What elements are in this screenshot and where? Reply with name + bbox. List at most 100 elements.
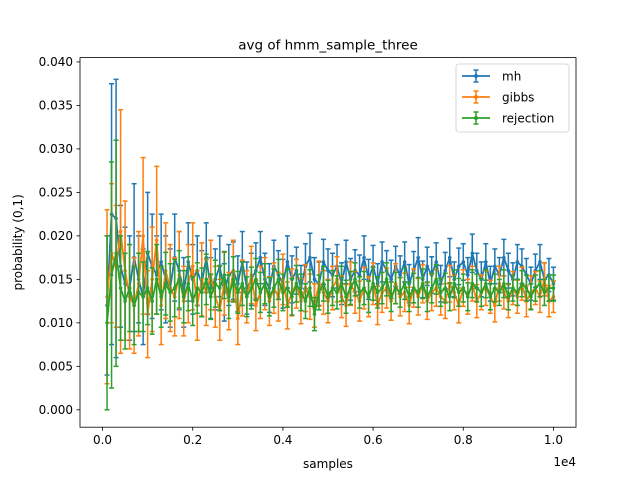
- data-point: [141, 294, 145, 299]
- data-point: [393, 286, 398, 290]
- data-point: [429, 286, 434, 290]
- data-point: [312, 277, 317, 282]
- data-point: [515, 260, 520, 264]
- series-rejection: [104, 139, 556, 411]
- data-point: [127, 286, 132, 290]
- data-point: [308, 255, 312, 260]
- x-tick-label: 0.0: [93, 433, 112, 447]
- data-point: [398, 273, 402, 277]
- data-point: [276, 277, 281, 282]
- data-point: [330, 286, 335, 290]
- y-tick-label: 0.010: [39, 316, 73, 330]
- data-point: [389, 294, 393, 299]
- x-axis: 0.0 0.2 0.4 0.6 0.8 1.0: [93, 427, 563, 447]
- data-point: [240, 281, 245, 286]
- data-point: [150, 299, 154, 303]
- x-tick-label: 0.4: [273, 433, 292, 447]
- data-point: [484, 260, 488, 264]
- data-point: [470, 251, 475, 256]
- data-point: [195, 286, 200, 290]
- legend-item-gibbs: gibbs: [462, 90, 534, 104]
- data-point: [380, 286, 384, 290]
- data-point: [398, 290, 402, 295]
- data-point: [236, 290, 240, 295]
- data-point: [389, 277, 393, 282]
- data-point: [493, 286, 497, 290]
- data-point: [465, 273, 470, 277]
- y-axis: 0.000 0.005 0.010 0.015 0.020 0.025 0.030 0.035…: [39, 55, 80, 417]
- data-point: [538, 281, 542, 286]
- data-point: [479, 290, 484, 295]
- y-axis-label: probability (0,1): [11, 194, 25, 290]
- y-tick-label: 0.000: [39, 403, 73, 417]
- data-point: [484, 281, 488, 286]
- data-point: [227, 294, 231, 299]
- data-point: [321, 281, 326, 286]
- data-point: [213, 281, 218, 286]
- data-point: [538, 260, 542, 264]
- y-tick-label: 0.035: [39, 99, 73, 113]
- data-point: [425, 264, 430, 269]
- data-point: [497, 290, 502, 295]
- data-point: [190, 264, 195, 269]
- data-point: [362, 255, 366, 260]
- data-point: [461, 286, 466, 290]
- data-point: [511, 286, 515, 290]
- data-point: [434, 260, 439, 264]
- data-point: [425, 294, 430, 299]
- data-point: [502, 281, 506, 286]
- data-point: [326, 268, 330, 273]
- data-point: [254, 303, 258, 308]
- data-point: [362, 286, 366, 290]
- data-point: [299, 290, 303, 295]
- data-point: [475, 268, 479, 273]
- data-point: [438, 290, 443, 295]
- data-point: [222, 273, 227, 277]
- data-point: [493, 303, 497, 308]
- legend-label: mh: [502, 69, 521, 83]
- data-point: [470, 281, 475, 286]
- data-point: [190, 299, 195, 303]
- data-point: [344, 294, 348, 299]
- data-point: [375, 290, 380, 295]
- data-point: [114, 251, 118, 256]
- data-point: [371, 281, 375, 286]
- data-point: [434, 277, 439, 282]
- data-point: [303, 299, 308, 303]
- data-point: [493, 264, 497, 269]
- x-tick-label: 0.6: [364, 433, 383, 447]
- data-point: [520, 281, 524, 286]
- data-point: [249, 286, 254, 290]
- data-point: [551, 286, 556, 290]
- y-tick-label: 0.020: [39, 229, 73, 243]
- data-point: [294, 281, 299, 286]
- data-point: [447, 294, 452, 299]
- data-point: [118, 229, 123, 234]
- data-point: [475, 286, 479, 290]
- series-layer: [104, 78, 556, 411]
- data-point: [199, 290, 204, 295]
- legend-box: [455, 63, 570, 133]
- data-point: [524, 286, 529, 290]
- data-point: [118, 286, 123, 290]
- data-point: [380, 260, 384, 264]
- data-point: [123, 299, 127, 303]
- data-point: [344, 260, 348, 264]
- data-point: [258, 290, 263, 295]
- x-axis-label: samples: [303, 457, 353, 471]
- data-point: [384, 277, 389, 282]
- data-point: [245, 294, 249, 299]
- data-point: [529, 294, 533, 299]
- x-tick-label: 0.2: [183, 433, 202, 447]
- chart-title: avg of hmm_sample_three: [238, 38, 418, 54]
- data-point: [172, 286, 177, 290]
- data-point: [308, 286, 312, 290]
- x-tick-label: 0.8: [454, 433, 473, 447]
- data-point: [132, 303, 136, 308]
- data-point: [443, 268, 448, 273]
- data-point: [452, 281, 457, 286]
- y-tick-label: 0.040: [39, 55, 73, 69]
- data-point: [420, 281, 425, 286]
- data-point: [547, 286, 551, 290]
- data-point: [411, 286, 416, 290]
